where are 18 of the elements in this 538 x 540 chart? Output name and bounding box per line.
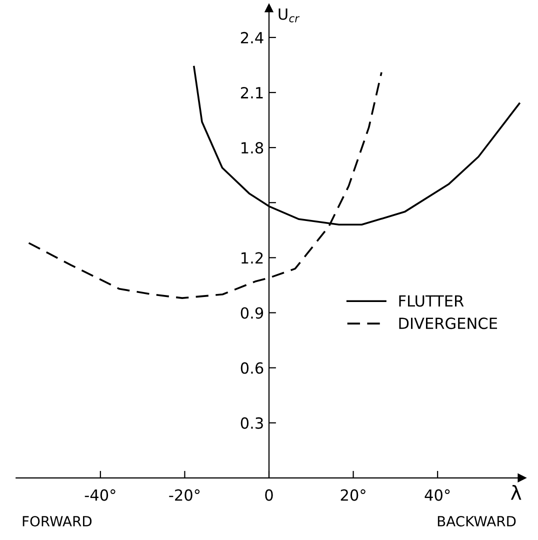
x-tick-label: -40° [84, 489, 116, 501]
y-tick-label: 0.6 [240, 362, 264, 374]
text: BACKWARD [438, 516, 516, 527]
y-axis-title: U$_{cr}$ [278, 8, 300, 22]
legend-label: DIVERGENCE [399, 318, 498, 330]
y-tick-label: 2.1 [240, 86, 263, 98]
y-tick-label: 2.4 [240, 32, 264, 44]
legend-label: FLUTTER [399, 295, 464, 307]
y-tick-label: 0.9 [240, 307, 264, 319]
y-tick-label: 1.8 [242, 142, 264, 154]
x-tick-label: 0 [265, 489, 273, 501]
y-tick-label: 0.3 [240, 417, 263, 429]
y-tick-label: 1.2 [242, 252, 263, 264]
x-axis-title: λ [510, 484, 522, 500]
text: FORWARD [22, 516, 92, 527]
x-tick-label: -20° [169, 489, 200, 501]
x-tick-label: 40° [424, 489, 450, 501]
x-tick-label: 20° [340, 489, 366, 501]
